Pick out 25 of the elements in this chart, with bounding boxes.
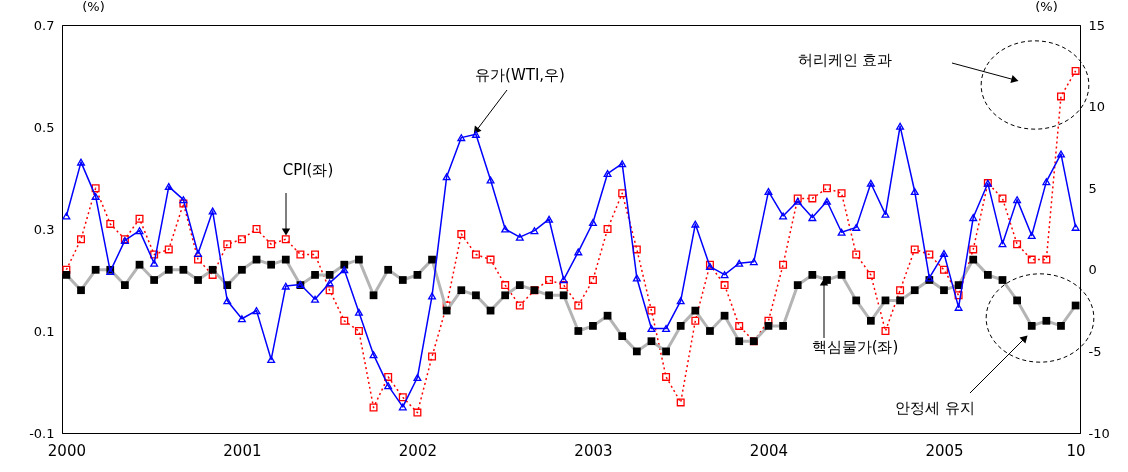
- annotation: 허리케인 효과: [797, 51, 893, 69]
- y2-tick-label: -10: [1088, 425, 1110, 441]
- y-tick-label: 0.7: [33, 17, 55, 33]
- y2-tick-label: 0: [1088, 262, 1097, 278]
- y2-axis-title: (%): [1035, 0, 1058, 14]
- x-tick-label: 10: [1066, 441, 1086, 460]
- x-tick-label: 2003: [574, 441, 613, 460]
- text: 유가(WTI,우): [475, 66, 565, 84]
- y-tick-label: 0.3: [33, 221, 55, 237]
- y2-tick-label: -5: [1088, 343, 1102, 359]
- y-tick-label: 0.1: [33, 323, 55, 339]
- annotation: 안정세 유지: [895, 399, 975, 417]
- y-tick-label: 0.5: [33, 119, 55, 135]
- x-tick-label: 2004: [749, 441, 789, 460]
- x-tick-label: 2005: [925, 441, 964, 460]
- x-tick-label: 2001: [223, 441, 262, 460]
- y2-tick-label: 5: [1088, 180, 1097, 196]
- y-axis-title: (%): [82, 0, 105, 14]
- text: CPI(좌): [282, 161, 334, 179]
- x-tick-label: 2002: [398, 441, 438, 460]
- y-tick-label: -0.1: [29, 425, 55, 441]
- x-tick-label: 2000: [47, 441, 86, 460]
- y2-tick-label: 10: [1088, 99, 1106, 115]
- y2-tick-label: 15: [1088, 17, 1106, 33]
- series-label: 핵심물가(좌): [811, 338, 899, 356]
